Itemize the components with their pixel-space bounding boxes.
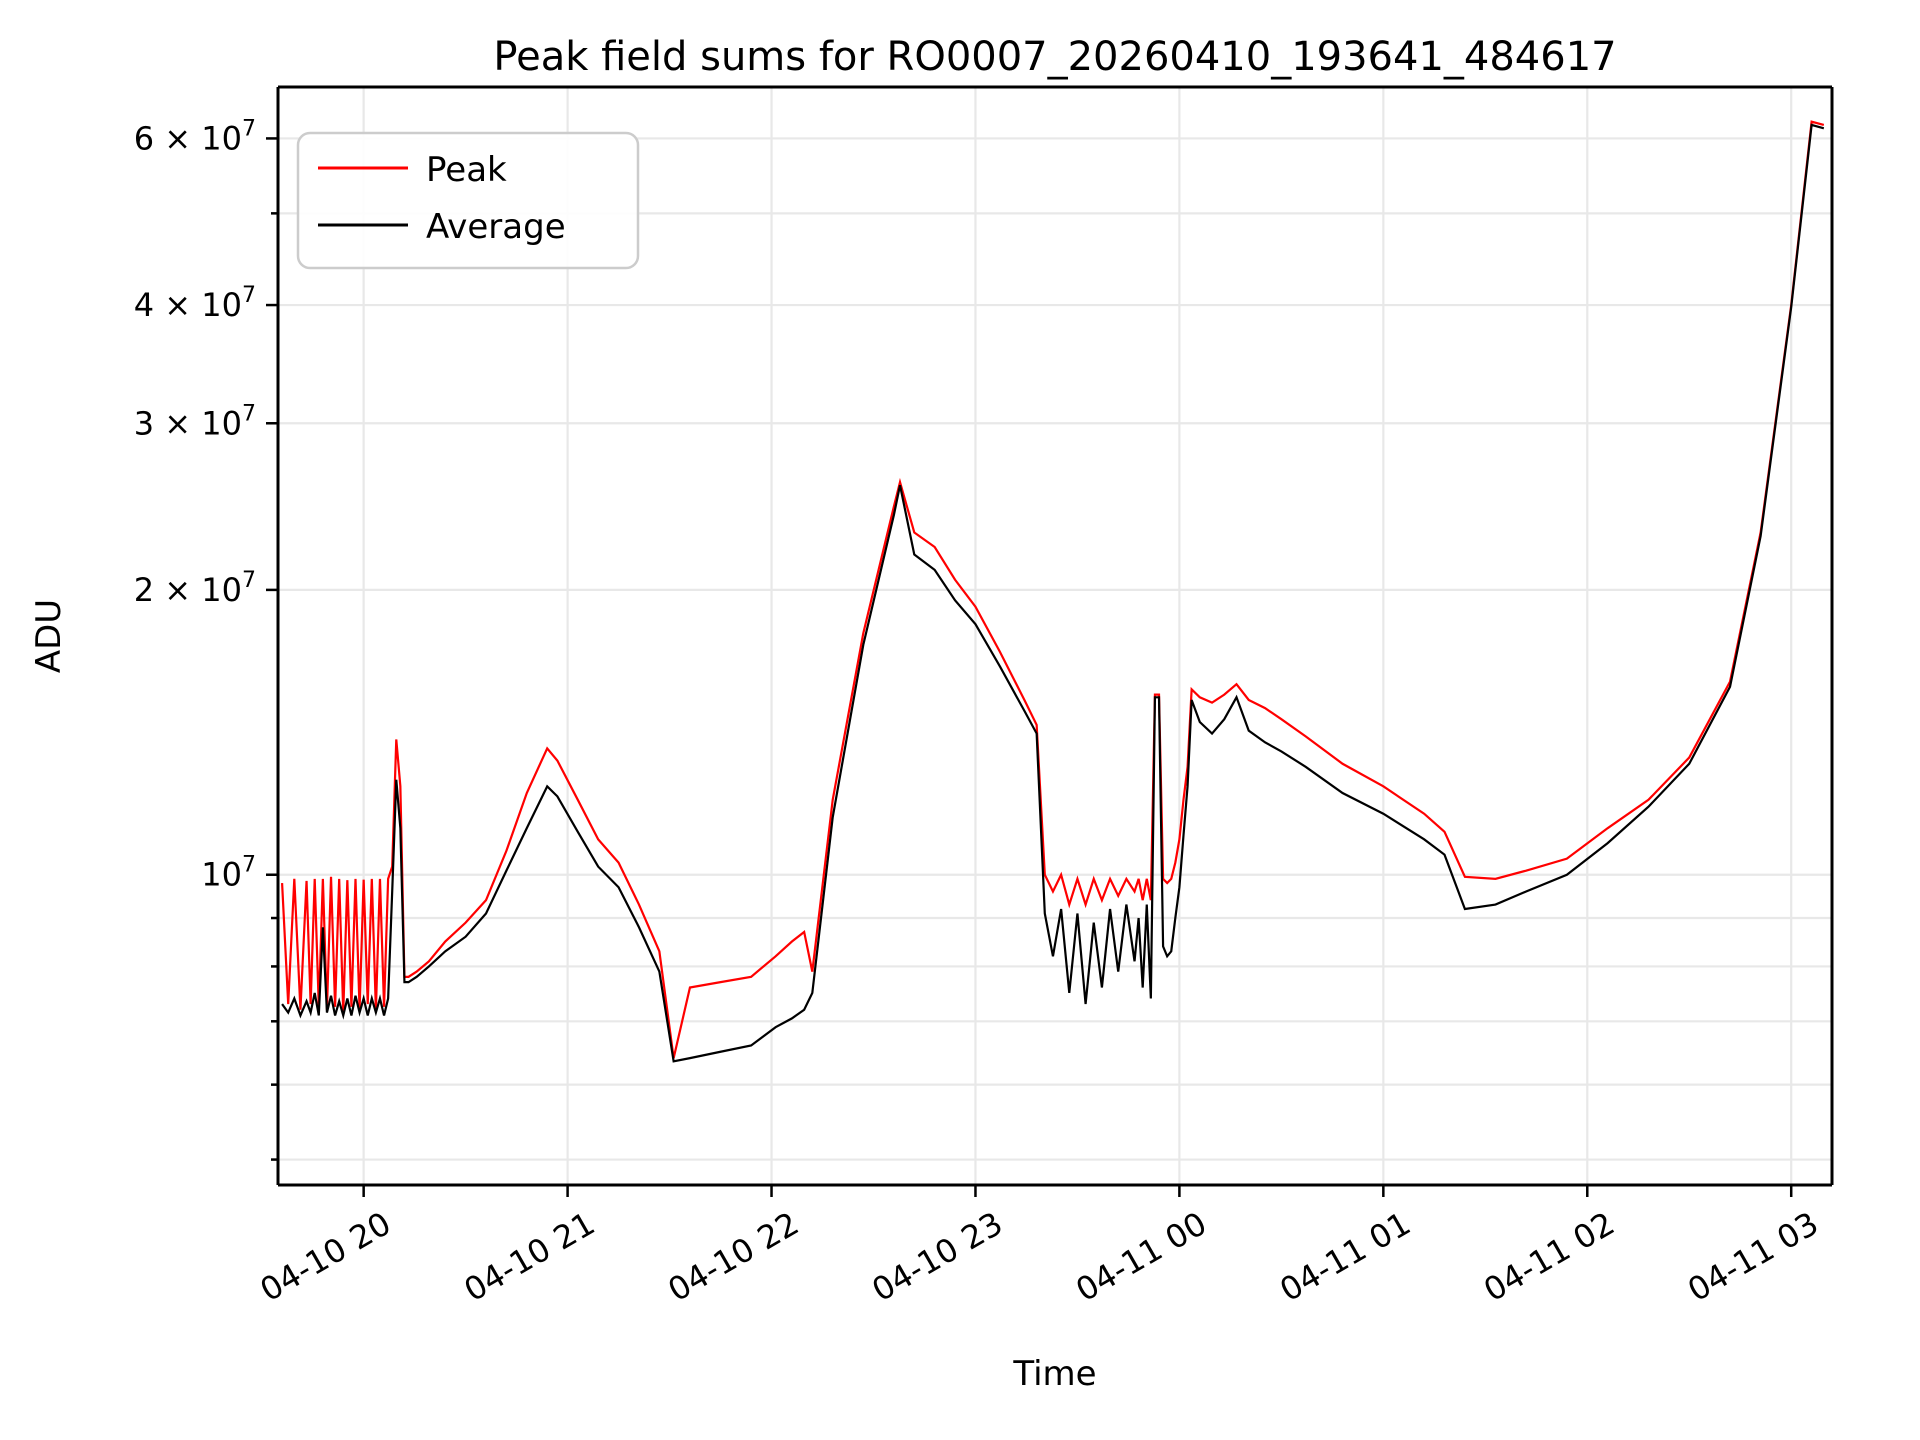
series-line-average (281, 123, 1825, 1063)
chart-legend[interactable]: Peak Average (296, 131, 640, 270)
y-tick-label: 107 (201, 853, 256, 894)
y-tick-label: 4 × 107 (134, 283, 256, 324)
legend-label-average[interactable]: Average (426, 207, 566, 247)
y-tick-label: 2 × 107 (134, 568, 256, 609)
series-lines (280, 120, 1825, 1063)
y-tick-label: 6 × 107 (134, 116, 256, 157)
axes-spines (276, 85, 1834, 1187)
y-axis-label: ADU (29, 599, 69, 673)
plot-area-background (278, 87, 1832, 1185)
y-axis-ticks: 107 2 × 107 3 × 107 4 × 107 6 × 107 (134, 116, 278, 1161)
x-axis-label: Time (1012, 1354, 1096, 1394)
chart-title: Peak field sums for RO0007_20260410_1936… (493, 34, 1616, 80)
series-line-peak (280, 120, 1825, 1059)
grid-lines (278, 87, 1832, 1185)
legend-label-peak[interactable]: Peak (426, 150, 507, 190)
y-tick-label: 3 × 107 (134, 401, 256, 442)
